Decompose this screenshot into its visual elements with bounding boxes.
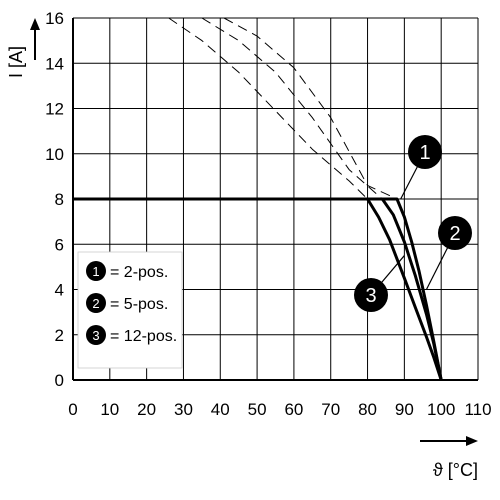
legend-marker-number-1: 1 xyxy=(92,264,99,279)
y-tick-label: 16 xyxy=(45,9,64,28)
derating-curve-3 xyxy=(73,197,443,381)
x-tick-label: 70 xyxy=(321,400,340,419)
y-tick-label: 2 xyxy=(55,326,64,345)
callout-bubble-1 xyxy=(408,135,442,169)
x-tick-label: 100 xyxy=(427,400,455,419)
dashed-curve-1 xyxy=(223,17,398,200)
legend-marker-number-3: 3 xyxy=(92,328,99,343)
dashed-curve-2 xyxy=(201,17,383,200)
x-tick-label: 90 xyxy=(395,400,414,419)
callout-number-1: 1 xyxy=(419,142,430,164)
x-tick-label: 20 xyxy=(137,400,156,419)
dashed-curve-3 xyxy=(168,17,368,200)
legend-label-1: = 2-pos. xyxy=(110,264,168,281)
chart-callouts: 1 2 3 xyxy=(354,135,472,312)
callout-bubble-2 xyxy=(438,216,472,250)
legend-label-2: = 5-pos. xyxy=(110,296,168,313)
x-tick-label: 30 xyxy=(174,400,193,419)
derating-curve-2 xyxy=(73,197,443,381)
x-tick-label: 10 xyxy=(100,400,119,419)
y-tick-label: 6 xyxy=(55,235,64,254)
legend-marker-2 xyxy=(86,293,106,313)
callout-number-3: 3 xyxy=(365,285,376,307)
y-tick-label: 12 xyxy=(45,100,64,119)
x-tick-label: 40 xyxy=(211,400,230,419)
callout-bubble-3 xyxy=(354,278,388,312)
y-tick-label: 8 xyxy=(55,190,64,209)
legend-marker-1 xyxy=(86,261,106,281)
x-tick-label: 0 xyxy=(68,400,77,419)
legend-label-3: = 12-pos. xyxy=(110,328,177,345)
legend-marker-number-2: 2 xyxy=(92,296,99,311)
y-axis-arrow-icon xyxy=(30,18,40,30)
legend-marker-3 xyxy=(86,325,106,345)
x-tick-label: 80 xyxy=(358,400,377,419)
y-axis-label-text: I [A] xyxy=(6,46,26,78)
chart-curves xyxy=(73,17,443,381)
y-tick-label: 4 xyxy=(55,281,64,300)
x-axis-label-text: ϑ [°C] xyxy=(433,460,478,480)
x-tick-label: 50 xyxy=(248,400,267,419)
y-tick-label: 0 xyxy=(55,371,64,390)
chart-legend: 1 = 2-pos. 2 = 5-pos. 3 = 12-pos. xyxy=(77,251,183,369)
y-axis-label: I [A] xyxy=(6,18,40,78)
y-tick-label: 14 xyxy=(45,54,64,73)
x-tick-label: 60 xyxy=(284,400,303,419)
x-tick-label: 110 xyxy=(464,400,491,419)
x-axis-arrow-icon xyxy=(466,436,478,446)
callout-number-2: 2 xyxy=(449,223,460,245)
x-axis-label: ϑ [°C] xyxy=(420,436,478,480)
y-tick-label: 10 xyxy=(45,145,64,164)
